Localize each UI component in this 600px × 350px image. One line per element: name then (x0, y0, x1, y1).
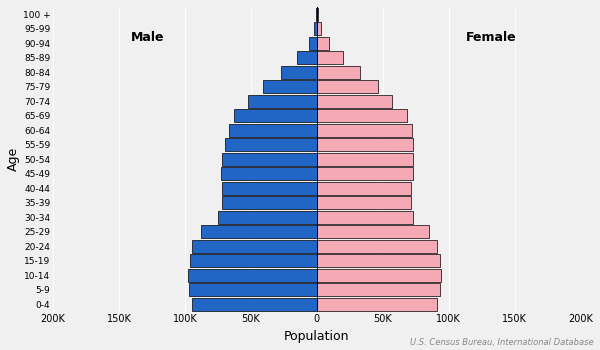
X-axis label: Population: Population (284, 330, 350, 343)
Y-axis label: Age: Age (7, 147, 20, 172)
Bar (317, 284, 440, 296)
Bar (190, 254, 317, 267)
Bar (229, 124, 317, 137)
Bar (316, 8, 317, 21)
Text: Female: Female (466, 32, 516, 44)
Bar (222, 182, 317, 195)
Bar (317, 182, 410, 195)
Bar (317, 153, 413, 166)
Bar (317, 167, 413, 180)
Bar (191, 240, 317, 253)
Text: U.S. Census Bureau, International Database: U.S. Census Bureau, International Databa… (410, 337, 594, 346)
Bar (317, 22, 321, 35)
Bar (222, 196, 317, 209)
Bar (218, 211, 317, 224)
Bar (309, 37, 317, 50)
Bar (191, 298, 317, 311)
Bar (297, 51, 317, 64)
Bar (317, 95, 392, 108)
Bar (201, 225, 317, 238)
Bar (317, 8, 318, 21)
Bar (317, 254, 440, 267)
Bar (317, 138, 413, 151)
Bar (234, 109, 317, 122)
Bar (317, 211, 413, 224)
Bar (317, 225, 429, 238)
Bar (188, 269, 317, 282)
Bar (224, 138, 317, 151)
Bar (317, 124, 412, 137)
Text: Male: Male (131, 32, 165, 44)
Bar (317, 298, 437, 311)
Bar (281, 66, 317, 79)
Bar (317, 196, 410, 209)
Bar (263, 80, 317, 93)
Bar (221, 167, 317, 180)
Bar (317, 269, 441, 282)
Bar (189, 284, 317, 296)
Bar (317, 37, 329, 50)
Bar (248, 95, 317, 108)
Bar (317, 66, 361, 79)
Bar (314, 22, 317, 35)
Bar (222, 153, 317, 166)
Bar (317, 240, 437, 253)
Bar (317, 80, 377, 93)
Bar (317, 109, 407, 122)
Bar (317, 51, 343, 64)
